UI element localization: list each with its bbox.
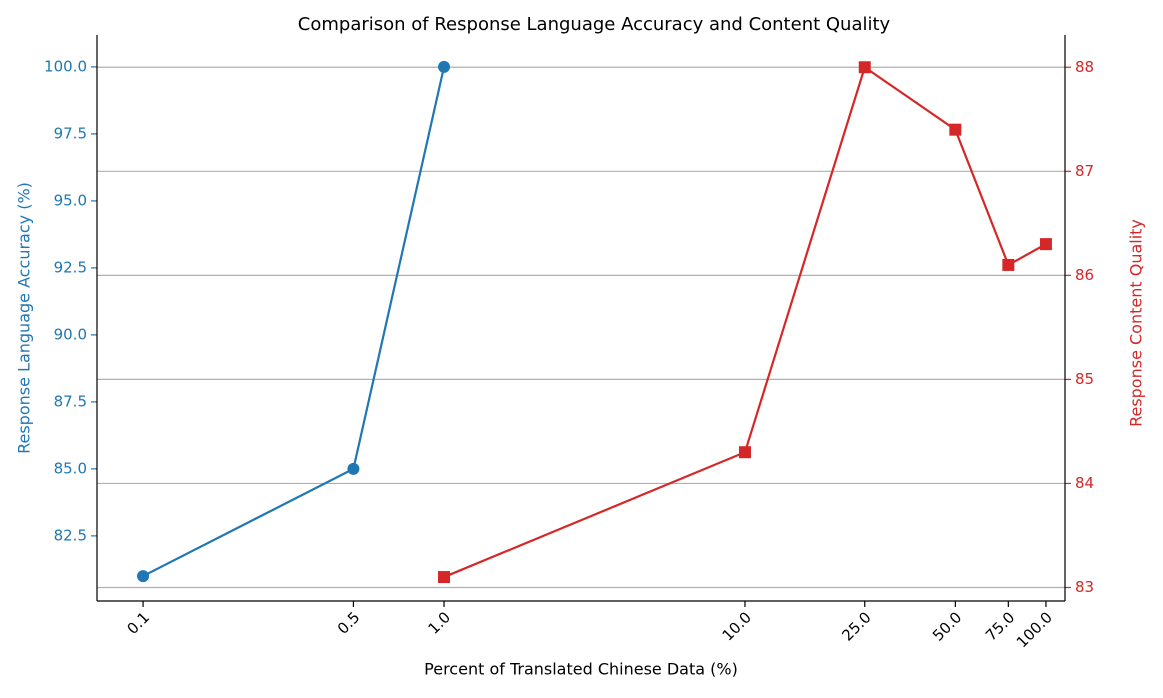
y2-tick-label: 87 [1075, 162, 1094, 180]
y2-tick-label: 88 [1075, 58, 1094, 76]
y-tick-label: 85.0 [54, 459, 87, 477]
x-tick-label: 100.0 [1013, 608, 1056, 651]
series-line [443, 65, 1047, 579]
y2-tick-label: 83 [1075, 578, 1094, 596]
x-tick-label: 10.0 [719, 608, 755, 644]
marker [438, 60, 451, 73]
marker [1039, 238, 1052, 251]
marker [1002, 258, 1015, 271]
y-tick-label: 82.5 [54, 526, 87, 544]
y-tick-label: 95.0 [54, 191, 87, 209]
marker [438, 571, 451, 584]
series-line [142, 66, 446, 578]
x-axis-label: Percent of Translated Chinese Data (%) [424, 660, 738, 679]
x-tick-label: 1.0 [424, 608, 454, 638]
y-axis-label: Response Language Accuracy (%) [15, 182, 34, 454]
marker [347, 462, 360, 475]
y2-tick-label: 86 [1075, 266, 1094, 284]
x-tick-label: 0.1 [123, 608, 153, 638]
chart-title: Comparison of Response Language Accuracy… [298, 14, 891, 35]
x-tick-label: 0.5 [334, 608, 364, 638]
y-tick-label: 87.5 [54, 392, 87, 410]
y2-tick-label: 85 [1075, 370, 1094, 388]
y2-axis-label: Response Content Quality [1127, 219, 1146, 427]
x-tick-label: 50.0 [929, 608, 965, 644]
marker [137, 570, 150, 583]
y-tick-label: 90.0 [54, 325, 87, 343]
y-tick-label: 100.0 [44, 57, 87, 75]
y-tick-label: 92.5 [54, 258, 87, 276]
x-tick-label: 25.0 [838, 608, 874, 644]
marker [738, 446, 751, 459]
y-tick-label: 97.5 [54, 124, 87, 142]
marker [858, 61, 871, 74]
y2-tick-label: 84 [1075, 474, 1094, 492]
marker [949, 123, 962, 136]
